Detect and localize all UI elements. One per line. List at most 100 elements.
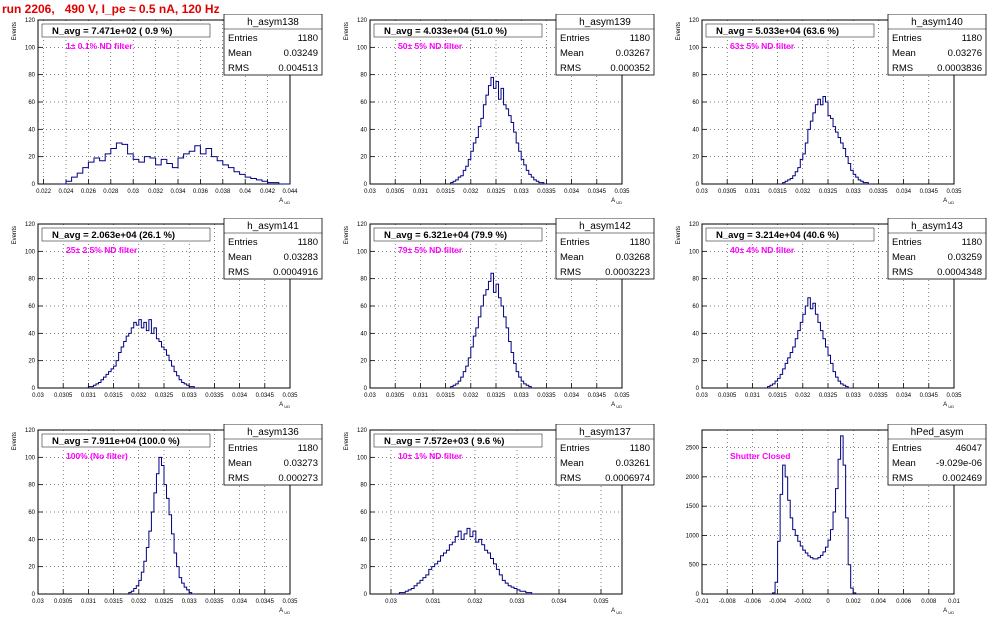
x-tick-label: 0.0305 [718, 189, 737, 195]
histogram-title: N_avg = 2.063e+04 (26.1 %) [52, 230, 175, 241]
y-tick-label: 20 [28, 359, 35, 365]
x-tick-label: 0.0325 [155, 393, 174, 399]
x-axis-label-subscript: UD [947, 404, 954, 409]
stats-label: Mean [228, 48, 252, 59]
stats-label: RMS [892, 473, 913, 484]
x-tick-label: 0.01 [948, 599, 960, 605]
x-tick-label: 0.034 [896, 393, 912, 399]
histogram-panel-h_asym136: 0.03 0.0305 0.031 0.0315 0.032 0.0325 0.033 0.0… [12, 424, 323, 615]
title-box [41, 433, 211, 448]
histogram-panel-h_asym141: 0.03 0.0305 0.031 0.0315 0.032 0.0325 0.033 0.0… [12, 218, 323, 409]
y-tick-label: 2000 [686, 475, 700, 481]
y-tick-label: 80 [360, 73, 367, 79]
stats-value: 0.03249 [284, 48, 318, 59]
y-tick-label: 20 [28, 565, 35, 571]
x-tick-label: 0.034 [232, 599, 248, 605]
stats-box [555, 218, 655, 280]
x-tick-label: 0.032 [463, 189, 479, 195]
x-tick-label: 0.028 [103, 189, 119, 195]
stats-box [887, 218, 987, 280]
y-tick-label: 100 [689, 45, 700, 51]
x-tick-label: 0.031 [413, 393, 429, 399]
histogram-title: N_avg = 7.911e+04 (100.0 %) [52, 436, 180, 447]
x-tick-label: 0.035 [946, 189, 962, 195]
y-tick-label: 0 [364, 386, 368, 392]
x-axis-label: A UD [943, 402, 954, 409]
y-tick-label: 20 [692, 359, 699, 365]
filter-annotation: 100% (No filter) [66, 451, 128, 461]
title-box [705, 227, 875, 242]
histogram-series-h_asym142 [450, 272, 534, 389]
stats-label: Mean [560, 252, 584, 263]
x-tick-label: 0.033 [514, 393, 530, 399]
x-tick-label: -0.008 [719, 599, 737, 605]
x-axis-label-subscript: UD [947, 200, 954, 205]
x-tick-label: 0.004 [871, 599, 887, 605]
y-tick-label: 20 [28, 155, 35, 161]
stats-value: 0.000352 [610, 63, 650, 74]
stats-label: Mean [892, 458, 916, 469]
y-axis-label: Events [12, 432, 18, 450]
x-tick-label: 0.03 [696, 189, 708, 195]
histogram-series-h_asym143 [767, 297, 851, 389]
x-tick-label: 0.03 [364, 393, 376, 399]
histogram-series-h_asym138 [60, 142, 290, 185]
x-axis-label: A UD [943, 608, 954, 615]
x-tick-label: 0.0335 [869, 393, 888, 399]
x-tick-label: 0.0325 [819, 393, 838, 399]
x-tick-label: 0.0335 [205, 599, 224, 605]
y-tick-label: 1500 [686, 504, 700, 510]
y-tick-label: 80 [28, 277, 35, 283]
x-tick-label: 0.0305 [718, 393, 737, 399]
stats-label: RMS [892, 63, 913, 74]
x-tick-label: 0.034 [170, 189, 186, 195]
stats-label: Entries [228, 33, 258, 44]
y-tick-label: 40 [28, 537, 35, 543]
stats-histogram-name: h_asym140 [911, 17, 963, 28]
histogram-series-h_asym140 [782, 96, 871, 185]
x-tick-label: 0.033 [846, 393, 862, 399]
histogram-series-h_asym137 [398, 527, 535, 595]
x-tick-label: 0.0305 [386, 393, 405, 399]
y-tick-label: 60 [360, 510, 367, 516]
y-tick-label: 0 [364, 182, 368, 188]
stats-value: 0.0004348 [937, 267, 982, 278]
x-axis-label-subscript: UD [947, 610, 954, 615]
x-tick-label: 0.0345 [920, 189, 939, 195]
y-tick-label: 100 [689, 249, 700, 255]
x-axis-label-subscript: UD [283, 200, 290, 205]
filter-annotation: 25± 2.5% ND filter [66, 245, 138, 255]
x-tick-label: 0.035 [282, 599, 298, 605]
y-tick-label: 100 [357, 249, 368, 255]
histogram-series-h_asym141 [87, 319, 197, 389]
x-tick-label: 0.0325 [819, 189, 838, 195]
x-tick-label: 0.035 [282, 393, 298, 399]
x-tick-label: 0.0305 [54, 393, 73, 399]
y-tick-label: 1000 [686, 533, 700, 539]
histogram-series-hPed_asym [772, 435, 857, 594]
x-tick-label: 0.032 [148, 189, 164, 195]
y-tick-label: 100 [357, 45, 368, 51]
y-tick-label: 60 [360, 100, 367, 106]
histogram-panel-h_asym137: 0.03 0.031 0.032 0.033 0.034 0.035 0 20 40 60 80 10… [344, 424, 655, 615]
x-tick-label: 0.002 [846, 599, 862, 605]
x-axis-label: A UD [279, 198, 290, 205]
histogram-title: N_avg = 3.214e+04 (40.6 %) [716, 230, 839, 241]
x-tick-label: 0.038 [215, 189, 231, 195]
histogram-panel-h_asym142: 0.03 0.0305 0.031 0.0315 0.032 0.0325 0.033 0.0… [344, 218, 655, 409]
x-tick-label: 0.035 [593, 599, 609, 605]
x-tick-label: 0.0325 [155, 599, 174, 605]
stats-value: 0.0004916 [273, 267, 318, 278]
x-tick-label: 0.006 [896, 599, 912, 605]
stats-value: 0.000273 [278, 473, 318, 484]
x-tick-label: 0.03 [385, 599, 397, 605]
stats-value: 1180 [298, 237, 318, 248]
x-tick-label: 0.03 [32, 599, 44, 605]
x-tick-label: 0.0315 [104, 393, 123, 399]
y-tick-label: 80 [28, 73, 35, 79]
x-tick-label: 0.034 [564, 189, 580, 195]
stats-value: 1180 [298, 33, 318, 44]
stats-value: 0.0003836 [937, 63, 982, 74]
x-tick-label: -0.004 [769, 599, 787, 605]
y-tick-label: 40 [692, 331, 699, 337]
